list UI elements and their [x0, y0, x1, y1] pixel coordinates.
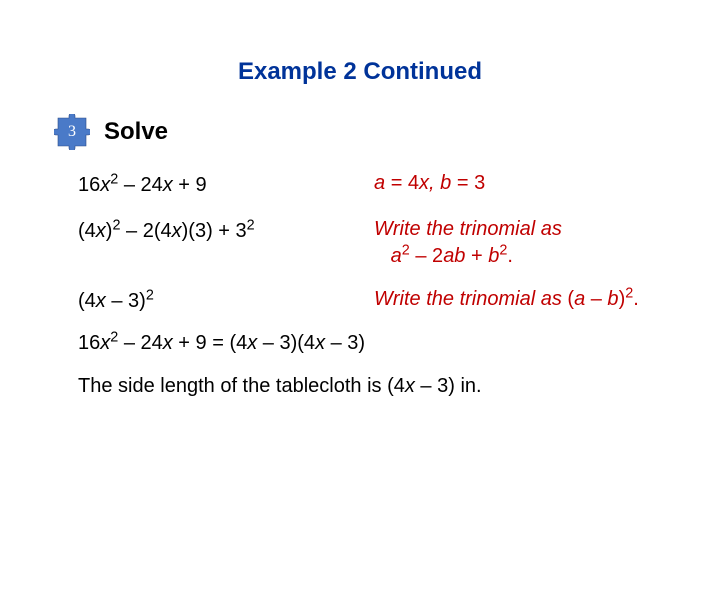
step-annotation: a = 4x, b = 3 — [374, 170, 485, 197]
steps-list: 16x2 – 24x + 9 a = 4x, b = 3 (4x)2 – 2(4… — [78, 170, 690, 316]
page-title: Example 2 Continued — [0, 58, 720, 86]
solve-label: Solve — [104, 118, 168, 146]
step-expression: 16x2 – 24x + 9 — [78, 170, 374, 200]
step-row: (4x)2 – 2(4x)(3) + 32 Write the trinomia… — [78, 216, 690, 270]
step-row: (4x – 3)2 Write the trinomial as (a – b)… — [78, 286, 690, 316]
solve-row: 3 Solve — [54, 114, 720, 150]
step-expression: (4x – 3)2 — [78, 286, 374, 316]
step-annotation: Write the trinomial as (a – b)2. — [374, 286, 639, 313]
step-row: 16x2 – 24x + 9 a = 4x, b = 3 — [78, 170, 690, 200]
step-expression: (4x)2 – 2(4x)(3) + 32 — [78, 216, 374, 246]
puzzle-piece-icon: 3 — [54, 114, 90, 150]
step-annotation: Write the trinomial as a2 – 2ab + b2. — [374, 216, 562, 270]
conclusion-text: The side length of the tablecloth is (4x… — [78, 375, 680, 398]
final-equation: 16x2 – 24x + 9 = (4x – 3)(4x – 3) — [78, 332, 720, 355]
puzzle-number: 3 — [54, 114, 90, 150]
